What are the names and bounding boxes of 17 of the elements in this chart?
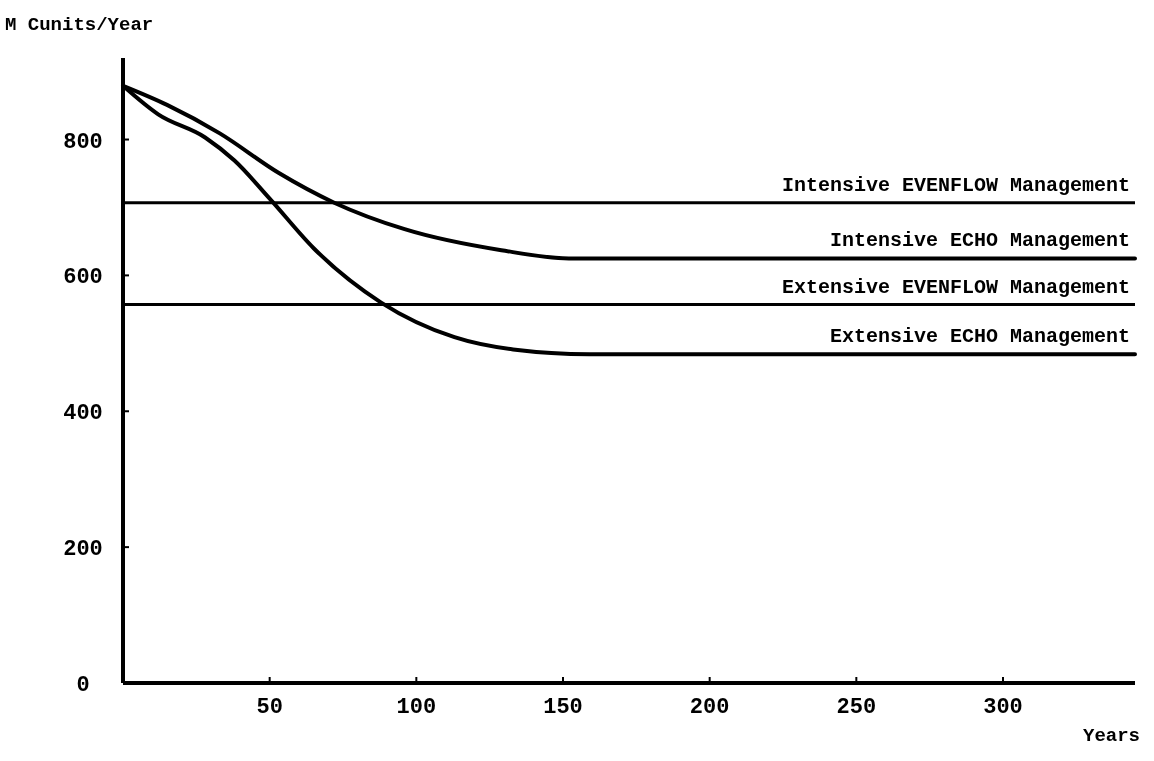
y-tick-label: 600 [63,265,103,291]
x-tick-label: 100 [396,695,437,720]
y-tick-label: 0 [76,673,90,698]
y-axis-title: M Cunits/Year [5,14,154,36]
y-tick-label: 400 [63,401,103,427]
y-tick-label: 200 [63,537,103,563]
series-label: Intensive ECHO Management [829,229,1130,253]
x-tick-label: 150 [543,695,583,720]
x-axis-title: Years [1082,725,1140,747]
x-tick-label: 50 [256,695,283,720]
x-tick-label: 200 [689,695,730,720]
x-tick-label: 250 [836,695,877,720]
series-label: Extensive ECHO Management [829,325,1130,349]
ref-line-label: Extensive EVENFLOW Management [781,275,1130,299]
y-tick-label: 800 [63,129,103,155]
x-tick-label: 300 [983,695,1023,720]
ref-line-label: Intensive EVENFLOW Management [781,173,1130,197]
